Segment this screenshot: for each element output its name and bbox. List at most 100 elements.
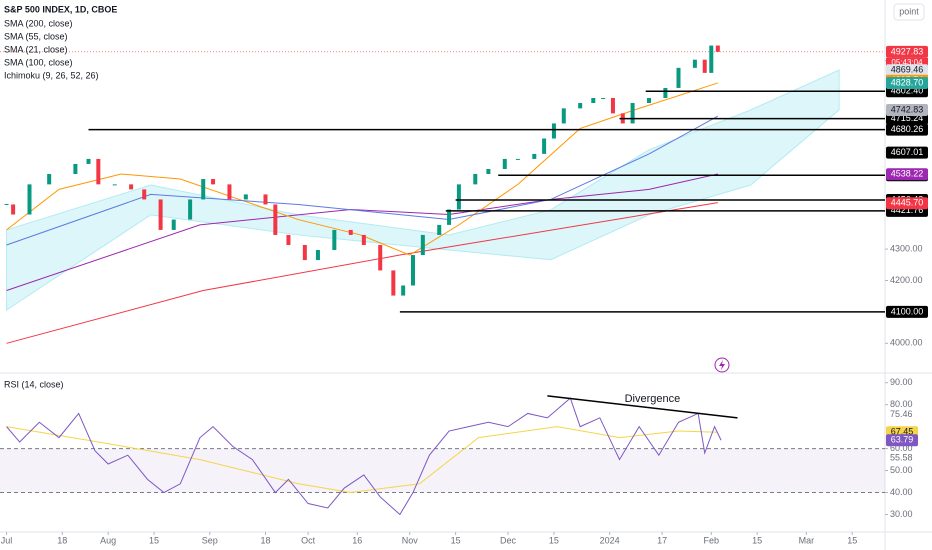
price-tag-label: 4538.22	[891, 169, 924, 179]
candle	[27, 184, 32, 215]
candle	[411, 255, 415, 286]
price-tag-label: 4927.83	[891, 46, 924, 56]
candle	[47, 174, 52, 185]
rsi-line	[6, 397, 722, 516]
rsi-tag-label: 63.79	[891, 435, 914, 445]
candle	[227, 184, 232, 200]
candle	[542, 138, 547, 154]
candle	[263, 194, 268, 205]
x-tick-label: Jul	[1, 535, 13, 545]
candle	[11, 204, 16, 215]
x-tick-label: Mar	[799, 535, 815, 545]
candle	[73, 163, 78, 175]
candle	[243, 194, 248, 200]
value-tag-label: 55.58	[890, 453, 913, 463]
level-tag-label: 4715.24	[891, 113, 924, 123]
sma-line	[6, 202, 718, 344]
candle	[709, 45, 714, 73]
y-tick-label: 60.00	[890, 443, 913, 453]
scale-button[interactable]	[893, 3, 925, 21]
candle	[142, 189, 147, 200]
y-tick-label: 50.00	[890, 465, 913, 475]
candle	[551, 123, 556, 139]
divergence-label: Divergence	[625, 393, 681, 405]
candle	[591, 97, 596, 104]
x-tick-label: 16	[352, 535, 362, 545]
candle	[578, 103, 583, 109]
level-tag	[886, 123, 928, 136]
y-tick-label: 4300.00	[890, 243, 923, 253]
countdown: 05:43:04	[891, 58, 923, 67]
legend-entry: SMA (55, close)	[4, 31, 68, 41]
y-tick-label: 4200.00	[890, 275, 923, 285]
candle	[171, 219, 176, 230]
y-tick-label: 30.00	[890, 509, 913, 519]
scale-button-label[interactable]: point	[899, 6, 919, 16]
y-tick-label: 80.00	[890, 399, 913, 409]
price-tag	[886, 45, 928, 58]
candle	[447, 209, 452, 225]
event-icon-bolt	[719, 360, 725, 370]
candle	[391, 270, 396, 296]
candle	[437, 224, 442, 235]
x-tick-label: 2024	[600, 535, 620, 545]
x-tick-label: 17	[657, 535, 667, 545]
legend-entry: SMA (100, close)	[4, 57, 73, 67]
candle	[676, 67, 681, 88]
price-tag	[886, 146, 928, 159]
legend-entry: SMA (21, close)	[4, 44, 68, 54]
plot-layer	[0, 45, 888, 535]
candle	[630, 103, 635, 124]
price-tag	[886, 168, 928, 181]
candle	[515, 158, 520, 160]
candle	[273, 204, 278, 235]
candle	[473, 174, 478, 185]
level-tag-label: 4100.00	[891, 306, 924, 316]
candle	[456, 184, 461, 210]
x-tick-label: 18	[260, 535, 270, 545]
x-tick-label: Sep	[202, 535, 218, 545]
candle	[647, 97, 651, 104]
y-tick-label: 90.00	[890, 377, 913, 387]
candle	[502, 158, 507, 169]
candle	[315, 250, 320, 261]
rsi-band	[0, 448, 885, 493]
level-tag-label: 4421.76	[891, 205, 924, 215]
price-tag	[886, 77, 928, 90]
candle	[201, 179, 206, 200]
candle	[129, 184, 134, 190]
price-tag-label: 4742.83	[891, 104, 924, 114]
price-tag	[886, 103, 928, 116]
x-tick-label: 15	[752, 535, 762, 545]
candle	[420, 234, 425, 256]
candle	[361, 234, 366, 245]
candle	[692, 59, 697, 68]
candle	[610, 97, 615, 114]
x-tick-label: Dec	[500, 535, 517, 545]
chart-title: S&P 500 INDEX, 1D, CBOE	[4, 4, 117, 14]
rsi-tag-label: 67.45	[891, 427, 914, 437]
value-tag-label: 75.46	[890, 409, 913, 419]
x-tick-label: Feb	[704, 535, 720, 545]
rsi-title: RSI (14, close)	[4, 379, 64, 389]
level-tag-label: 4680.26	[891, 124, 924, 134]
countdown-bg	[886, 57, 928, 68]
x-tick-label: Oct	[301, 535, 316, 545]
candle	[486, 168, 491, 175]
price-tag	[886, 64, 928, 77]
legend-entry: SMA (200, close)	[4, 18, 73, 28]
candle	[96, 158, 101, 185]
legend-entry: Ichimoku (9, 26, 52, 26)	[4, 70, 99, 80]
x-tick-label: 18	[57, 535, 67, 545]
price-tag-label: 4828.70	[891, 77, 924, 87]
candle	[561, 108, 566, 124]
y-tick-label: 40.00	[890, 487, 913, 497]
rsi-tag	[886, 434, 918, 447]
y-tick-label: 4000.00	[890, 338, 923, 348]
level-tag-label: 4802.40	[891, 86, 924, 96]
candle	[332, 229, 337, 251]
candle	[601, 97, 606, 99]
price-tag	[886, 197, 928, 210]
candle	[348, 229, 353, 235]
